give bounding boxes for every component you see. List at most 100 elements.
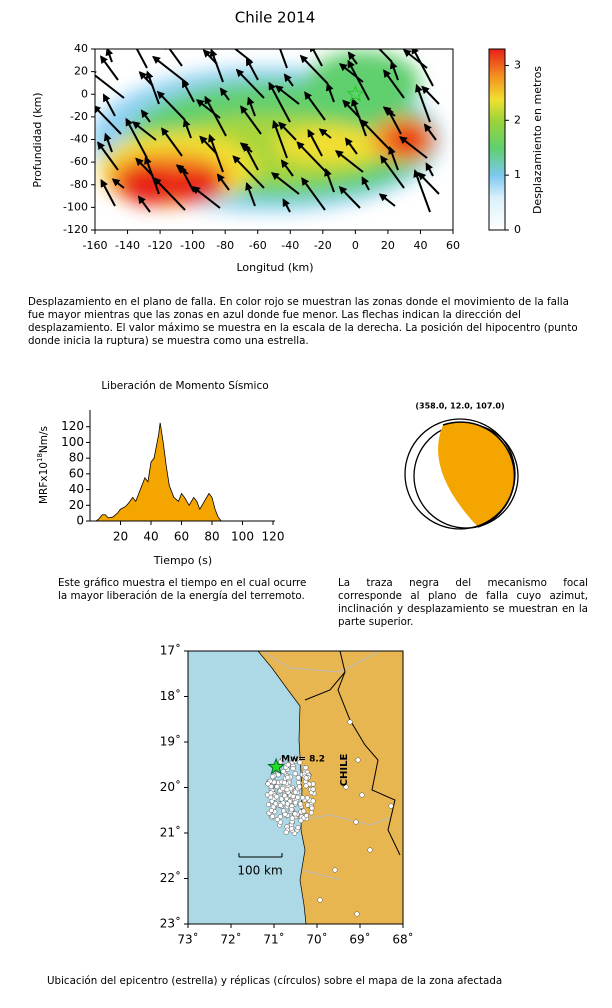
aftershock bbox=[388, 803, 394, 809]
aftershock bbox=[295, 825, 301, 831]
slip-arrow bbox=[423, 123, 437, 141]
slip-arrow bbox=[208, 133, 224, 173]
slip-arrow bbox=[389, 60, 399, 81]
map-body bbox=[188, 651, 403, 924]
slip-arrow bbox=[318, 128, 332, 139]
aftershock bbox=[310, 786, 316, 792]
slip-arrow bbox=[232, 155, 265, 189]
y-axis-label: Profundidad (km) bbox=[31, 92, 44, 187]
heat-blob bbox=[306, 51, 421, 115]
colorbar-tick-label: 1 bbox=[514, 168, 521, 181]
x-tick-label: -140 bbox=[115, 239, 140, 252]
slip-arrow bbox=[199, 135, 218, 155]
mrf-area bbox=[94, 422, 222, 522]
slip-arrow bbox=[299, 54, 329, 85]
aftershock bbox=[278, 802, 284, 808]
y-tick-label: 40 bbox=[69, 482, 84, 496]
aftershock bbox=[355, 757, 361, 763]
aftershock bbox=[295, 775, 301, 781]
slip-arrow bbox=[274, 85, 300, 105]
slip-arrow bbox=[386, 106, 402, 135]
slip-arrow bbox=[309, 49, 323, 67]
x-tick-label: -60 bbox=[249, 239, 267, 252]
y-tick-label: 100 bbox=[61, 435, 84, 449]
x-tick-label: 100 bbox=[231, 530, 254, 544]
aftershock bbox=[282, 811, 288, 817]
x-tick-label: 40 bbox=[413, 239, 427, 252]
aftershock bbox=[303, 783, 309, 789]
x-tick-label: -20 bbox=[314, 239, 332, 252]
slip-arrow bbox=[417, 171, 440, 195]
aftershock bbox=[285, 774, 291, 781]
aftershock bbox=[359, 792, 365, 798]
slip-arrow bbox=[307, 128, 323, 157]
slip-arrow bbox=[398, 136, 428, 159]
x-tick-label: 120 bbox=[262, 530, 285, 544]
aftershock bbox=[274, 784, 280, 790]
aftershock bbox=[292, 800, 298, 806]
slip-arrow bbox=[296, 141, 329, 175]
x-tick-label: 20 bbox=[113, 530, 128, 544]
aftershock bbox=[265, 802, 272, 808]
x-tick-label: -40 bbox=[281, 239, 299, 252]
aftershock bbox=[290, 793, 296, 799]
aftershock bbox=[293, 758, 299, 764]
aftershock bbox=[367, 847, 373, 853]
lat-tick-label: 22˚ bbox=[160, 870, 181, 885]
x-axis-label: Longitud (km) bbox=[236, 261, 313, 274]
slip-arrow bbox=[245, 181, 256, 207]
y-tick-label: -20 bbox=[70, 110, 88, 123]
y-tick-label: 0 bbox=[76, 514, 84, 528]
slip-arrow bbox=[182, 118, 192, 139]
aftershock bbox=[284, 787, 290, 793]
y-tick-label: 40 bbox=[74, 42, 88, 55]
slip-arrow bbox=[156, 90, 186, 121]
aftershock bbox=[297, 801, 303, 807]
aftershock bbox=[265, 781, 271, 787]
aftershock bbox=[343, 784, 349, 790]
slip-arrow bbox=[135, 49, 148, 69]
slip-arrow bbox=[191, 186, 221, 209]
lat-tick-label: 19˚ bbox=[160, 734, 181, 749]
slip-arrow bbox=[383, 69, 405, 99]
epicenter bbox=[267, 757, 286, 775]
slip-arrow bbox=[100, 178, 116, 207]
aftershock bbox=[289, 815, 295, 821]
slip-arrow bbox=[245, 57, 259, 81]
slip-arrow bbox=[378, 193, 396, 207]
aftershock bbox=[268, 807, 275, 814]
aftershock bbox=[303, 812, 310, 819]
aftershock bbox=[280, 756, 286, 762]
y-tick-label: -120 bbox=[63, 223, 88, 236]
slip-arrow bbox=[164, 49, 183, 67]
aftershock bbox=[304, 795, 310, 801]
slip-arrow bbox=[135, 157, 154, 177]
heat-blob bbox=[163, 166, 222, 203]
lon-tick-label: 68˚ bbox=[392, 932, 413, 947]
slip-arrow bbox=[338, 63, 364, 83]
slip-arrow bbox=[161, 127, 183, 157]
slip-arrow bbox=[283, 73, 294, 87]
slip-arrow bbox=[415, 83, 431, 123]
x-tick-label: 0 bbox=[352, 239, 359, 252]
slip-arrow bbox=[219, 87, 230, 101]
slip-arrow bbox=[268, 81, 291, 123]
slip-arrow bbox=[301, 177, 326, 211]
magnitude-label: Mw= 8.2 bbox=[281, 755, 325, 765]
aftershock bbox=[347, 719, 353, 725]
aftershock bbox=[292, 771, 298, 777]
aftershock bbox=[301, 808, 307, 814]
beachball bbox=[404, 418, 519, 530]
lon-tick-label: 71˚ bbox=[263, 932, 284, 947]
aftershock bbox=[274, 794, 280, 800]
slip-arrow bbox=[125, 117, 148, 159]
slip-arrow bbox=[111, 178, 125, 189]
slip-arrow bbox=[342, 99, 361, 119]
aftershock bbox=[268, 790, 274, 796]
y-tick-label: 20 bbox=[74, 65, 88, 78]
slip-arrow bbox=[425, 162, 434, 177]
slip-arrow bbox=[272, 119, 288, 159]
slip-arrow bbox=[204, 95, 227, 137]
slip-arrow bbox=[378, 49, 393, 63]
